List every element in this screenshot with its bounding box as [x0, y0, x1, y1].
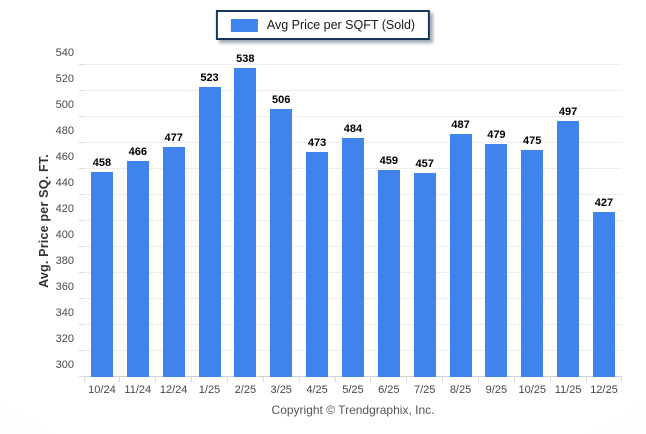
bar-series: 458 466 477 523 538 506 473 484 459 457 487 479 475 4…	[83, 53, 623, 382]
y-axis-tick	[79, 272, 84, 273]
x-axis-tick-label: 2/25	[234, 384, 257, 396]
legend: Avg Price per SQFT (Sold)	[215, 10, 431, 40]
bar: 427	[592, 197, 615, 377]
x-axis-tick-label: 5/25	[342, 384, 364, 396]
y-axis-tick	[79, 116, 84, 117]
y-axis-tick-label: 320	[55, 333, 74, 345]
bar-slot: 538	[227, 53, 264, 382]
bar-slot: 458	[83, 65, 121, 382]
y-axis-tick-label: 540	[55, 47, 74, 59]
bar: 475	[521, 135, 544, 377]
x-axis-tick-label: 7/25	[413, 384, 436, 396]
y-axis-tick	[79, 350, 84, 351]
bar-slot: 477	[156, 65, 192, 382]
y-axis-tick	[79, 246, 84, 247]
bar: 457	[413, 158, 436, 377]
bar-slot: 475	[514, 65, 551, 382]
bar-slot: 457	[407, 65, 443, 382]
bar-value-label: 497	[558, 105, 578, 118]
y-axis-tick-label: 300	[55, 359, 74, 371]
plot-area: 300 320 340 360 380 400 420 440 460 480 500 520 540 …	[56, 47, 623, 396]
y-axis-tick-label: 400	[55, 229, 74, 241]
bar: 497	[557, 106, 580, 377]
bar-slot: 487	[443, 65, 479, 382]
x-axis-tick-label: 8/25	[449, 384, 472, 396]
bar: 484	[341, 123, 364, 377]
y-axis-tick	[79, 298, 84, 299]
y-axis-tick-label: 480	[55, 125, 74, 137]
bar: 523	[198, 72, 221, 377]
x-axis-tick-label: 10/24	[88, 384, 116, 396]
copyright-text: Copyright © Trendgraphix, Inc.	[271, 403, 435, 417]
bar-value-label: 473	[307, 137, 327, 150]
y-axis-tick	[79, 194, 84, 195]
bar-slot: 479	[478, 65, 515, 382]
x-axis-labels: 10/24 11/24 12/24 1/25 2/25 3/25 4/25 5/25 6/25 7…	[84, 384, 622, 396]
gridline	[84, 64, 622, 65]
x-axis-tick-label: 3/25	[270, 384, 292, 396]
bar: 473	[306, 137, 329, 377]
bar: 538	[234, 53, 257, 377]
bar: 458	[90, 157, 113, 377]
y-axis-tick-label: 500	[55, 99, 74, 111]
y-axis-tick-label: 460	[55, 151, 74, 163]
legend-label: Avg Price per SQFT (Sold)	[266, 18, 416, 32]
y-axis-tick	[79, 220, 84, 221]
bar-value-label: 538	[236, 52, 255, 65]
bar: 506	[270, 94, 293, 377]
y-axis-tick-label: 380	[55, 255, 74, 267]
y-axis-tick	[79, 168, 84, 169]
y-axis-tick-label: 340	[55, 307, 74, 319]
bar-value-label: 459	[379, 155, 398, 168]
y-axis-tick-label: 360	[55, 281, 74, 293]
x-axis-tick-label: 6/25	[378, 384, 400, 396]
bar-value-label: 479	[487, 129, 506, 142]
y-axis-tick	[79, 376, 84, 377]
x-axis-tick-label: 4/25	[306, 384, 328, 396]
bar-slot: 523	[192, 65, 228, 382]
y-axis-tick-label: 520	[55, 73, 74, 85]
y-axis-title: Avg. Price per SQ. FT.	[37, 154, 51, 288]
bar-value-label: 427	[594, 196, 614, 209]
x-axis-tick-label: 9/25	[485, 384, 508, 396]
gridline	[84, 90, 622, 91]
bar: 466	[126, 146, 149, 377]
x-axis-tick-label: 10/25	[518, 384, 546, 396]
bar: 459	[377, 155, 400, 377]
bar-value-label: 457	[415, 157, 434, 170]
legend-swatch-icon	[230, 18, 258, 32]
bar-value-label: 466	[128, 146, 147, 159]
bar-value-label: 458	[92, 156, 112, 169]
x-axis-tick-label: 12/25	[590, 384, 618, 396]
x-axis-tick-label: 11/24	[124, 384, 152, 396]
y-axis-tick	[79, 142, 84, 143]
bar-slot: 459	[371, 65, 408, 382]
x-axis-tick-label: 1/25	[198, 384, 221, 396]
y-axis-tick	[79, 324, 84, 325]
bar: 487	[449, 119, 472, 377]
bar-slot: 506	[263, 65, 300, 382]
bar-value-label: 487	[451, 118, 470, 131]
bar-value-label: 475	[523, 134, 542, 147]
bar-value-label: 484	[343, 122, 363, 135]
x-axis-tick-label: 12/24	[159, 384, 188, 396]
y-axis-tick-label: 440	[55, 177, 74, 189]
bar-slot: 427	[586, 65, 623, 382]
bar: 479	[485, 129, 508, 377]
y-axis-tick	[79, 90, 84, 91]
x-axis-tick-label: 11/25	[554, 384, 582, 396]
bar-slot: 466	[120, 65, 157, 382]
bar: 477	[162, 132, 185, 377]
bar-slot: 497	[550, 65, 587, 382]
y-axis-tick-label: 420	[55, 203, 74, 215]
bar-value-label: 506	[272, 94, 291, 107]
gridline	[84, 116, 622, 117]
bar-slot: 484	[335, 65, 372, 382]
y-axis-tick	[79, 64, 84, 65]
bar-slot: 473	[299, 65, 336, 382]
bar-value-label: 523	[200, 72, 219, 85]
bar-value-label: 477	[164, 131, 183, 144]
